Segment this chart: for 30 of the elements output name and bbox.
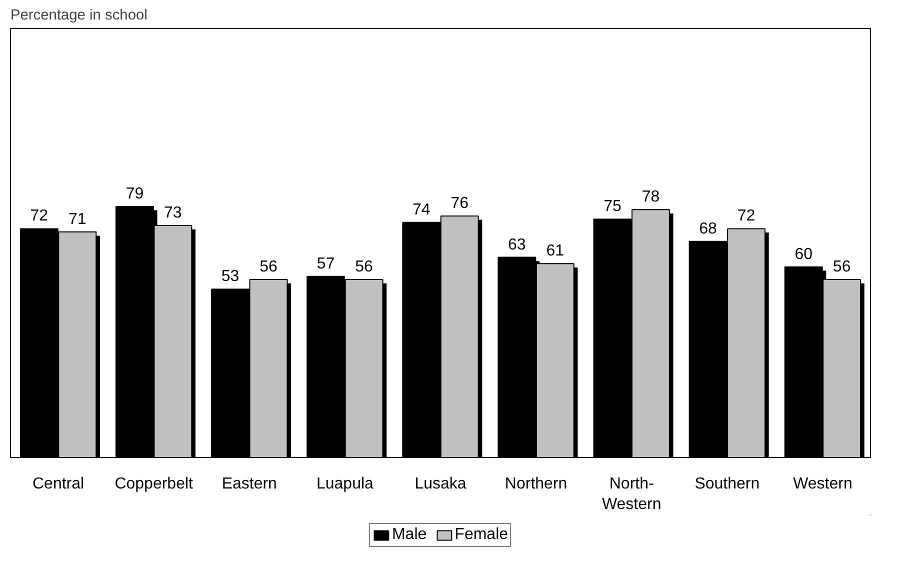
x-tick-label: Central [32, 476, 84, 492]
data-label: 60 [794, 246, 813, 263]
data-label: 72 [737, 208, 756, 225]
data-label: 78 [642, 188, 660, 206]
data-label: 76 [450, 194, 469, 212]
data-label: 53 [221, 268, 240, 286]
data-label: 73 [164, 204, 182, 222]
data-label: 61 [546, 242, 564, 260]
data-label: 56 [355, 258, 374, 276]
data-label: 71 [68, 210, 86, 228]
x-tick-label: Luapula [316, 476, 374, 492]
data-label: 68 [699, 220, 718, 238]
data-label: 75 [604, 198, 622, 216]
y-axis-title: Percentage in school [10, 8, 148, 24]
x-tick-label: Eastern [222, 476, 277, 492]
data-label: 74 [412, 201, 430, 218]
data-label: 72 [30, 208, 48, 225]
legend-label: Male [392, 526, 427, 544]
x-tick-label: Southern [694, 476, 760, 492]
legend-label: Female [454, 526, 508, 544]
x-tick-label: Northern [504, 476, 568, 492]
data-label: 56 [832, 258, 851, 276]
data-label: 63 [508, 236, 526, 254]
x-tick-label: Copperbelt [114, 476, 194, 492]
x-tick-label: Western [793, 476, 852, 492]
data-label: 57 [316, 255, 335, 272]
data-label: 56 [260, 258, 278, 276]
x-tick-label: Lusaka [414, 476, 466, 492]
data-label: 79 [126, 185, 144, 202]
x-tick-label: North-Western [602, 476, 662, 513]
